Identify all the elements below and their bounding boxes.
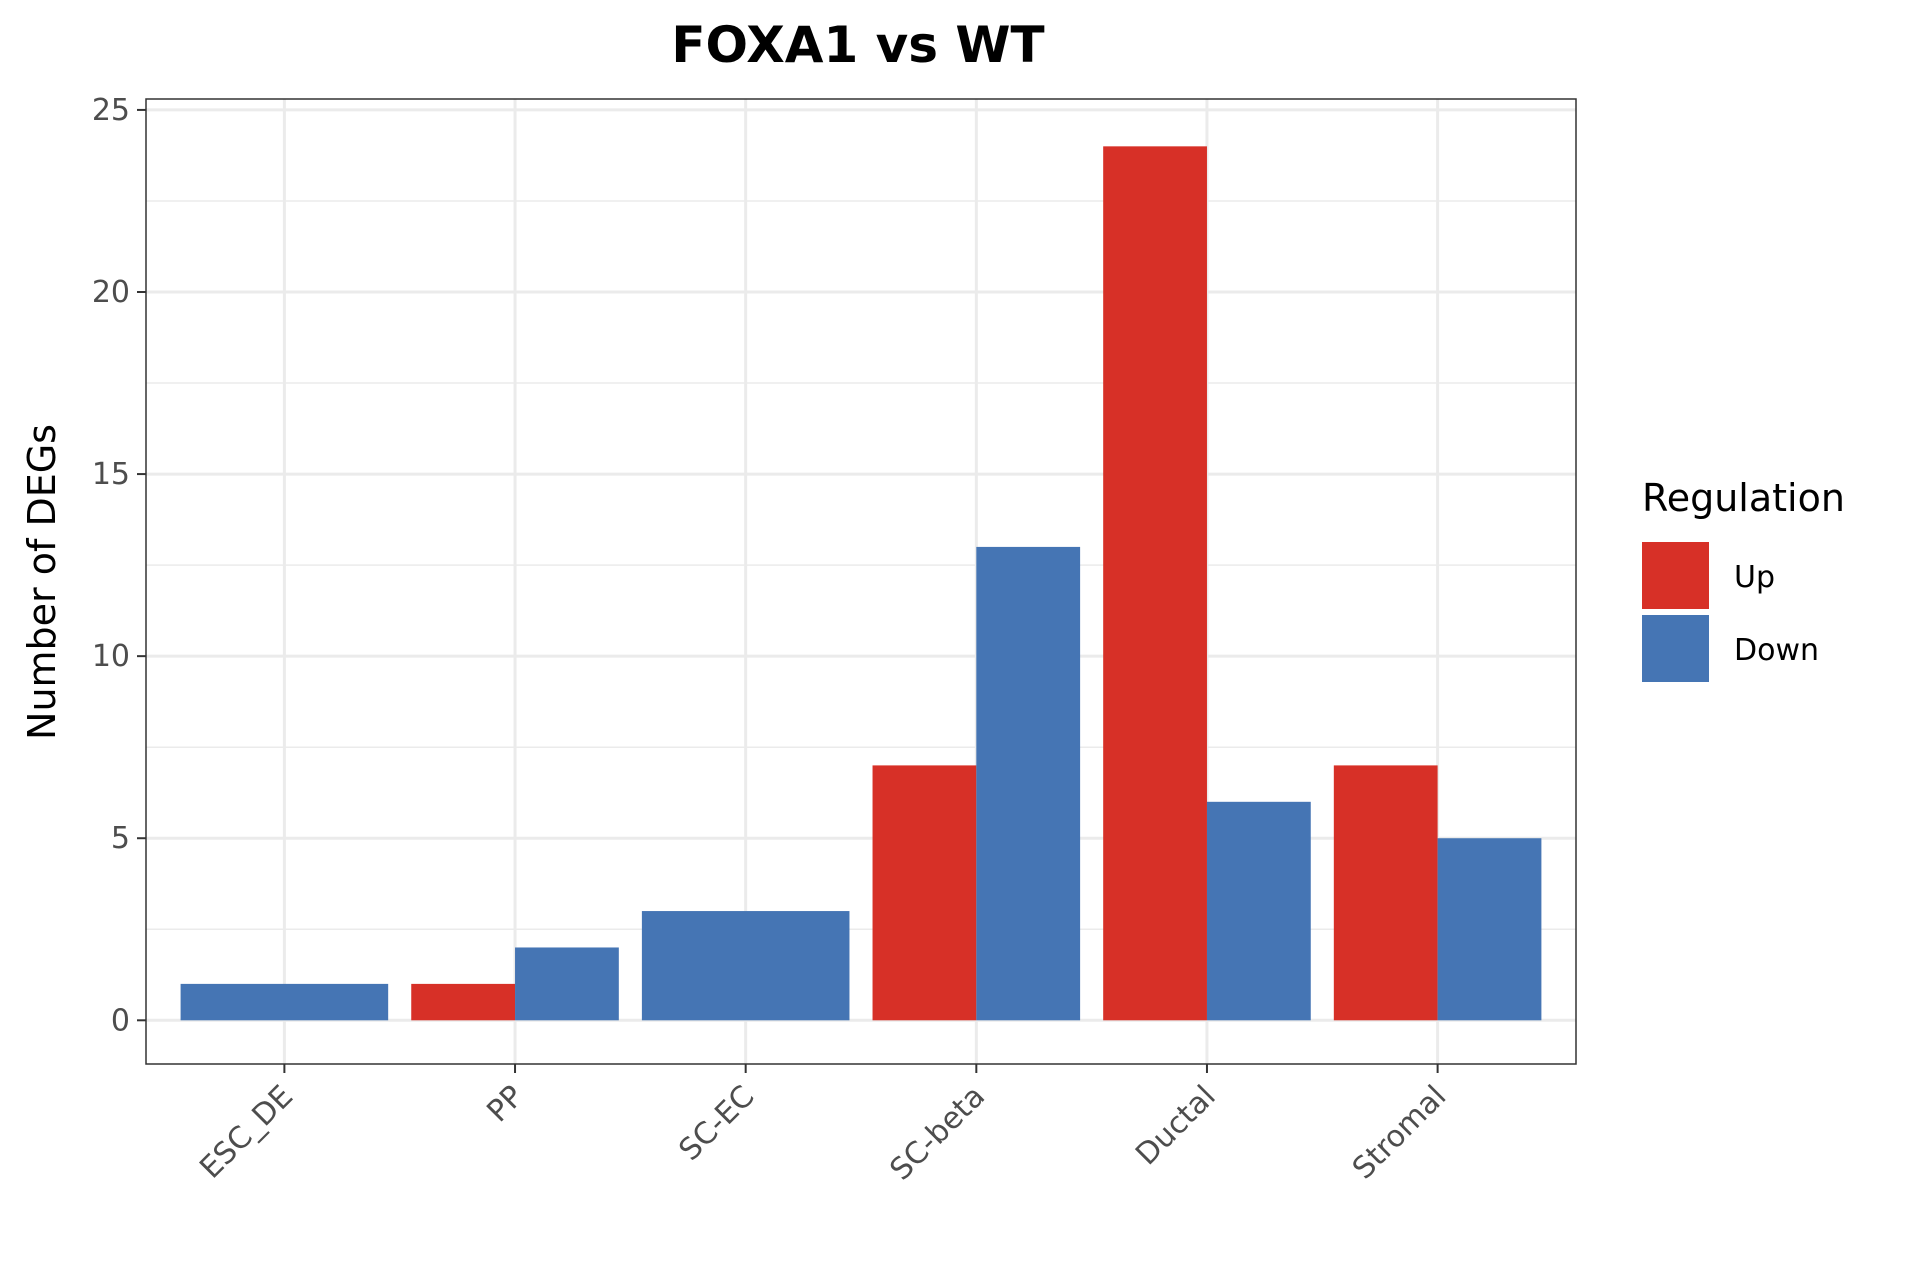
bar-up-pp	[411, 983, 516, 1021]
x-tick-label: SC-EC	[672, 1079, 761, 1168]
bar-up-ductal	[1103, 146, 1207, 1021]
legend-title: Regulation	[1642, 476, 1845, 520]
plot-border	[145, 98, 1577, 1065]
y-tick-label: 20	[92, 275, 130, 310]
y-axis-title: Number of DEGs	[20, 424, 64, 740]
bar-down-stromal	[1437, 838, 1542, 1021]
bar-down-ductal	[1206, 801, 1311, 1021]
legend-key-down	[1642, 615, 1709, 682]
legend-label-up: Up	[1734, 560, 1775, 595]
legend-key-up	[1642, 542, 1709, 609]
y-axis: 0 5 10 15 20 25	[92, 93, 146, 1038]
bar-down-sc-ec	[641, 911, 850, 1021]
legend-label-down: Down	[1734, 633, 1819, 668]
y-tick-label: 25	[92, 93, 130, 128]
y-tick-label: 15	[92, 457, 130, 492]
y-tick-label: 10	[92, 639, 130, 674]
x-tick-label: ESC_DE	[193, 1079, 300, 1186]
bar-up-stromal	[1333, 765, 1438, 1021]
x-tick-label: PP	[480, 1079, 530, 1129]
bar-down-sc-beta	[976, 546, 1081, 1021]
bars	[180, 146, 1542, 1021]
bar-down-pp	[515, 947, 619, 1021]
x-tick-label: Ductal	[1129, 1079, 1222, 1172]
chart-title: FOXA1 vs WT	[671, 16, 1044, 74]
x-tick-label: Stromal	[1346, 1079, 1453, 1186]
y-tick-label: 5	[111, 821, 130, 856]
y-tick-label: 0	[111, 1003, 130, 1038]
bar-up-sc-beta	[872, 765, 977, 1021]
legend: Regulation Up Down	[1642, 476, 1845, 682]
x-tick-label: SC-beta	[883, 1079, 992, 1188]
bar-down-esc_de	[180, 983, 389, 1021]
x-axis: ESC_DE PP SC-EC SC-beta Ductal Stromal	[193, 1064, 1453, 1187]
